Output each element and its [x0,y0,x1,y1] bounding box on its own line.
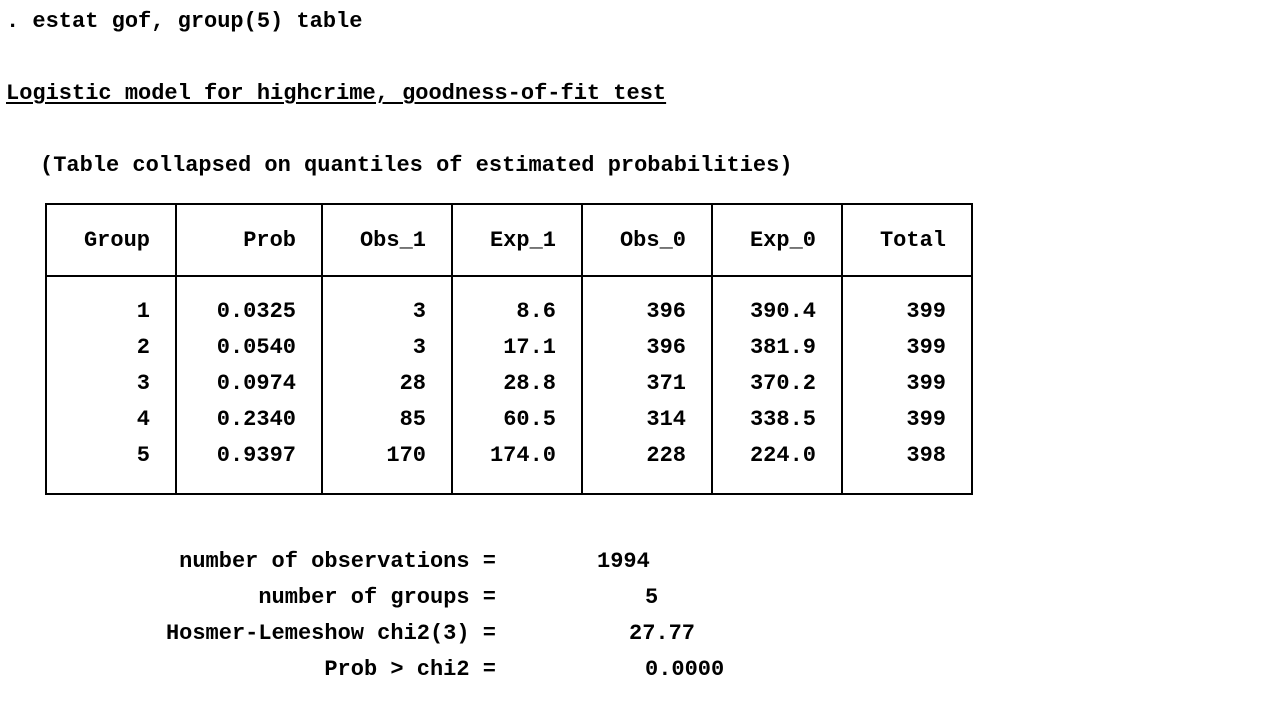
table-row: 3 0.0974 28 28.8 371 370.2 399 [45,365,973,401]
cell-prob: 0.2340 [175,401,323,437]
command-line: . estat gof, group(5) table [6,9,363,34]
cell-obs-1: 28 [321,365,453,401]
cell-obs-1: 3 [321,329,453,365]
table-header-row: Group Prob Obs_1 Exp_1 Obs_0 Exp_0 Total [45,204,973,277]
table-row: 4 0.2340 85 60.5 314 338.5 399 [45,401,973,437]
cell-exp-0: 370.2 [711,365,843,401]
cell-total: 399 [841,365,973,401]
cell-obs-0: 396 [581,329,713,365]
cell-total: 399 [841,329,973,365]
cell-exp-1: 8.6 [451,276,583,329]
table-row: 2 0.0540 3 17.1 396 381.9 399 [45,329,973,365]
cell-group: 2 [45,329,177,365]
cell-exp-0: 381.9 [711,329,843,365]
cell-exp-1: 17.1 [451,329,583,365]
header-obs-0: Obs_0 [581,204,713,277]
stat-label-observations: number of observations = [179,549,496,574]
cell-obs-1: 3 [321,276,453,329]
cell-prob: 0.0325 [175,276,323,329]
cell-exp-0: 224.0 [711,437,843,494]
stat-value-prob: 0.0000 [645,657,725,682]
header-group: Group [45,204,177,277]
cell-obs-0: 371 [581,365,713,401]
stat-label-prob: Prob > chi2 = [324,657,496,682]
cell-total: 399 [841,276,973,329]
cell-obs-0: 396 [581,276,713,329]
cell-group: 3 [45,365,177,401]
header-obs-1: Obs_1 [321,204,453,277]
cell-exp-1: 28.8 [451,365,583,401]
cell-total: 398 [841,437,973,494]
table-row: 1 0.0325 3 8.6 396 390.4 399 [45,276,973,329]
stat-value-chi2: 27.77 [629,621,696,646]
cell-obs-0: 314 [581,401,713,437]
stat-label-chi2: Hosmer-Lemeshow chi2(3) = [165,621,496,646]
cell-group: 5 [45,437,177,494]
header-exp-0: Exp_0 [711,204,843,277]
stat-value-observations: 1994 [597,549,650,574]
header-total: Total [841,204,973,277]
stat-value-groups: 5 [645,585,659,610]
header-exp-1: Exp_1 [451,204,583,277]
table-row: 5 0.9397 170 174.0 228 224.0 398 [45,437,973,494]
cell-group: 1 [45,276,177,329]
cell-obs-1: 170 [321,437,453,494]
gof-table: Group Prob Obs_1 Exp_1 Obs_0 Exp_0 Total… [45,203,973,495]
cell-obs-1: 85 [321,401,453,437]
stat-label-groups: number of groups = [258,585,496,610]
cell-group: 4 [45,401,177,437]
header-prob: Prob [175,204,323,277]
cell-exp-1: 60.5 [451,401,583,437]
output-title: Logistic model for highcrime, goodness-o… [6,81,667,106]
cell-prob: 0.0974 [175,365,323,401]
cell-exp-0: 338.5 [711,401,843,437]
cell-prob: 0.9397 [175,437,323,494]
table-note: (Table collapsed on quantiles of estimat… [40,153,793,178]
cell-exp-1: 174.0 [451,437,583,494]
cell-exp-0: 390.4 [711,276,843,329]
cell-obs-0: 228 [581,437,713,494]
cell-total: 399 [841,401,973,437]
cell-prob: 0.0540 [175,329,323,365]
